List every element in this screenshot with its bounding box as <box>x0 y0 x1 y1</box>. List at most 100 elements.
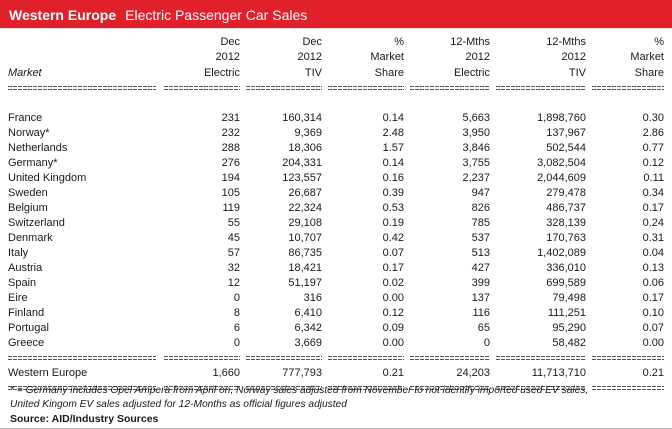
value-cell: 699,589 <box>546 276 586 289</box>
value-cell: 0.07 <box>382 246 404 259</box>
market-cell: Switzerland <box>8 216 65 229</box>
value-cell: 826 <box>471 201 490 214</box>
value-cell: 232 <box>221 126 240 139</box>
value-cell: 12 <box>227 276 240 289</box>
value-cell: 0 <box>233 336 240 349</box>
column-header: Market <box>370 51 404 64</box>
market-cell: Portugal <box>8 321 49 334</box>
double-dashed-rule <box>164 355 240 362</box>
column-header: 2012 <box>297 51 322 64</box>
value-cell: 513 <box>471 246 490 259</box>
value-cell: 95,290 <box>552 321 586 334</box>
value-cell: 0.00 <box>382 336 404 349</box>
column-header: Dec <box>220 36 240 48</box>
double-dashed-rule <box>592 85 664 92</box>
value-cell: 0.16 <box>382 171 404 184</box>
double-dashed-rule <box>8 85 156 92</box>
footnote-line-2: United Kingom EV sales adjusted for 12-M… <box>10 399 347 410</box>
double-dashed-rule <box>496 385 586 392</box>
value-cell: 204,331 <box>282 156 322 169</box>
value-cell: 279,478 <box>546 186 586 199</box>
header-row: Dec Dec% 12-Mths 12-Mths% <box>8 35 664 50</box>
value-cell: 3,669 <box>294 336 322 349</box>
value-cell: 3,846 <box>462 141 490 154</box>
total-value: 0.21 <box>382 366 404 379</box>
value-cell: 0.12 <box>382 306 404 319</box>
value-cell: 0.53 <box>382 201 404 214</box>
double-dashed-rule <box>410 85 490 92</box>
value-cell: 0.19 <box>382 216 404 229</box>
table-row: Finland 8 6,410 0.12 116 111,251 0.10 <box>8 306 664 321</box>
column-header: % <box>654 36 664 48</box>
table-row: Austria 32 18,421 0.17 427 336,010 0.13 <box>8 261 664 276</box>
table-row: Germany* 276 204,331 0.14 3,755 3,082,504 0.12 <box>8 156 664 171</box>
double-dashed-rule <box>164 85 240 92</box>
header-row: Market Electric TIV Share Electric TIV Share <box>8 66 664 81</box>
double-dashed-rule <box>410 355 490 362</box>
value-cell: 2,237 <box>462 171 490 184</box>
value-cell: 486,737 <box>546 201 586 214</box>
value-cell: 0.34 <box>642 186 664 199</box>
market-cell: Germany* <box>8 156 58 169</box>
value-cell: 5,663 <box>462 111 490 124</box>
value-cell: 18,306 <box>288 141 322 154</box>
title-bar: Western Europe Electric Passenger Car Sa… <box>0 0 672 28</box>
value-cell: 119 <box>222 201 240 214</box>
value-cell: 86,735 <box>288 246 322 259</box>
value-cell: 0.13 <box>642 261 664 274</box>
source-note: Source: AID/Industry Sources <box>10 413 159 425</box>
double-dashed-rule <box>246 355 322 362</box>
value-cell: 399 <box>471 276 490 289</box>
double-dashed-rule <box>8 355 156 362</box>
value-cell: 6 <box>233 321 240 334</box>
value-cell: 0.77 <box>642 141 664 154</box>
value-cell: 29,108 <box>288 216 322 229</box>
title-region: Western Europe <box>9 7 117 23</box>
value-cell: 137 <box>471 291 490 304</box>
column-header: Electric <box>453 66 490 79</box>
table-row: Norway* 232 9,369 2.48 3,950 137,967 2.86 <box>8 126 664 141</box>
total-value: 1,660 <box>212 366 240 379</box>
value-cell: 0.10 <box>642 306 664 319</box>
double-dashed-rule <box>246 85 322 92</box>
market-cell: Netherlands <box>8 141 68 154</box>
value-cell: 57 <box>227 246 240 259</box>
table-body: France 231 160,314 0.14 5,663 1,898,760 0.30 No… <box>8 81 664 396</box>
value-cell: 0.31 <box>642 231 664 244</box>
market-cell: Eire <box>8 291 28 304</box>
table-row: Greece 0 3,669 0.00 0 58,482 0.00 <box>8 336 664 351</box>
column-header <box>8 50 158 65</box>
table-row: Switzerland 55 29,108 0.19 785 328,139 0.24 <box>8 216 664 231</box>
header-separator <box>8 81 664 96</box>
double-dashed-rule <box>496 355 586 362</box>
double-dashed-rule <box>592 355 664 362</box>
value-cell: 10,707 <box>288 231 322 244</box>
value-cell: 6,410 <box>294 306 322 319</box>
column-header: TIV <box>304 66 322 79</box>
value-cell: 316 <box>303 291 322 304</box>
value-cell: 0.09 <box>382 321 404 334</box>
value-cell: 0.12 <box>642 156 664 169</box>
double-dashed-rule <box>328 355 404 362</box>
table-row: Portugal 6 6,342 0.09 65 95,290 0.07 <box>8 321 664 336</box>
value-cell: 0.02 <box>382 276 404 289</box>
table-row: Sweden 105 26,687 0.39 947 279,478 0.34 <box>8 186 664 201</box>
double-dashed-rule <box>592 385 664 392</box>
column-header: 2012 <box>215 51 240 64</box>
value-cell: 3,082,504 <box>537 156 586 169</box>
value-cell: 8 <box>233 306 240 319</box>
value-cell: 328,139 <box>546 216 586 229</box>
value-cell: 22,324 <box>288 201 322 214</box>
total-value: 0.21 <box>642 366 664 379</box>
double-dashed-rule <box>410 385 490 392</box>
column-header: Share <box>374 66 404 79</box>
value-cell: 0 <box>233 291 240 304</box>
double-dashed-rule <box>328 385 404 392</box>
column-header: 12-Mths <box>450 36 490 48</box>
total-value: 11,713,710 <box>531 366 586 379</box>
market-cell: Sweden <box>8 186 48 199</box>
column-header: 12-Mths <box>546 36 586 48</box>
table-row: France 231 160,314 0.14 5,663 1,898,760 0.30 <box>8 111 664 126</box>
market-cell: Denmark <box>8 231 53 244</box>
market-cell: France <box>8 111 43 124</box>
